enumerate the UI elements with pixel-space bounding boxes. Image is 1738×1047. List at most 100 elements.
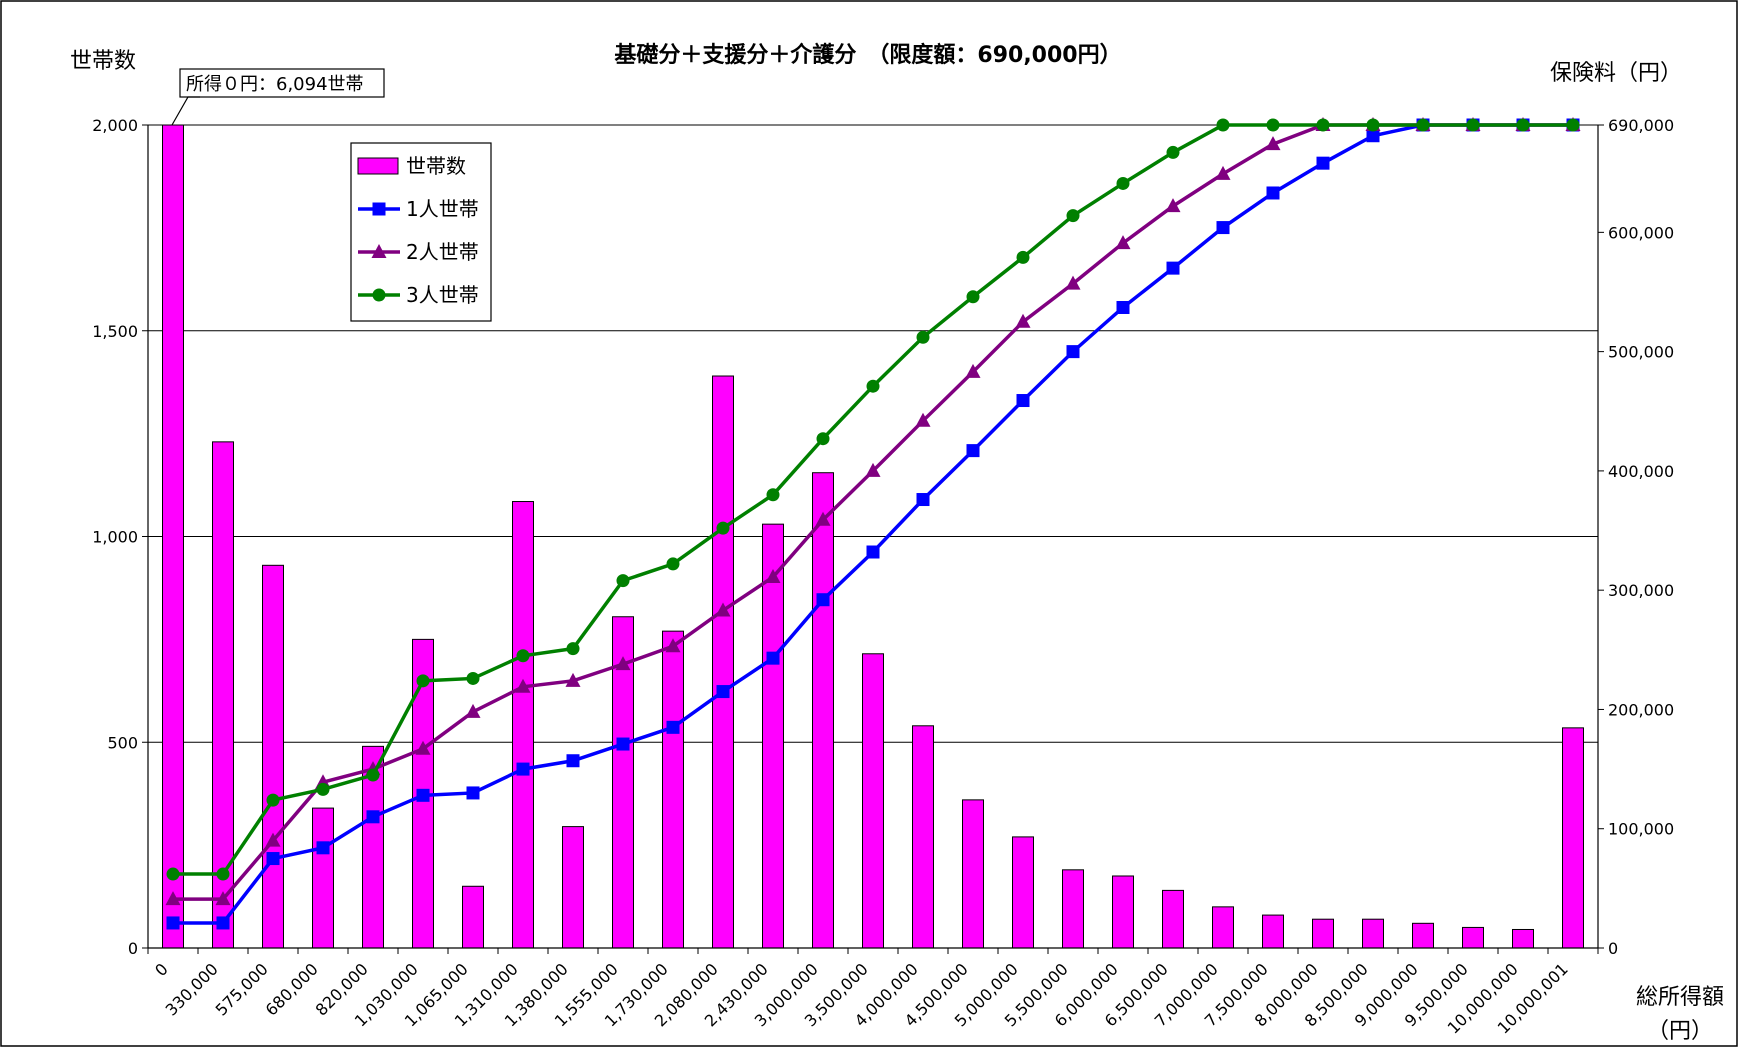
y-right-tick-label: 0 <box>1608 939 1618 958</box>
line-point <box>265 832 281 847</box>
line-point <box>1016 250 1030 264</box>
line-point <box>416 788 430 802</box>
y-right-tick-label: 200,000 <box>1608 700 1674 719</box>
y-right-tick-label: 300,000 <box>1608 581 1674 600</box>
line-point <box>371 244 387 258</box>
bar <box>812 472 834 949</box>
annotation-text: 所得０円：6,094世帯 <box>186 74 364 95</box>
line-point <box>815 511 831 526</box>
bar <box>1162 889 1184 949</box>
line-point <box>1316 118 1330 132</box>
zero-income-annotation: 所得０円：6,094世帯 <box>171 68 385 126</box>
line-point <box>1416 118 1430 132</box>
y-left-tick-label: 0 <box>128 939 138 958</box>
line-point <box>316 782 330 796</box>
bar <box>912 725 934 949</box>
line-point <box>372 202 386 216</box>
x-axis-unit-label: （円） <box>1647 1019 1713 1044</box>
y-left-tick-label: 500 <box>107 733 138 752</box>
bar <box>1062 869 1084 949</box>
line-point <box>916 493 930 507</box>
bar <box>162 124 184 949</box>
y-left-axis-label: 世帯数 <box>70 49 136 74</box>
line-point <box>1165 198 1181 213</box>
line-point <box>266 793 280 807</box>
line-point <box>1265 136 1281 151</box>
line-point <box>1216 118 1230 132</box>
line-point <box>1166 145 1180 159</box>
line-point <box>966 444 980 458</box>
line-point <box>816 432 830 446</box>
line-point <box>1215 165 1231 180</box>
line-point <box>766 488 780 502</box>
legend-item: 3人世帯 <box>358 283 479 307</box>
line-point <box>866 545 880 559</box>
line-point <box>616 737 630 751</box>
line-point <box>1116 176 1130 190</box>
line-point <box>1216 221 1230 235</box>
line-point <box>216 916 230 930</box>
line-point <box>716 685 730 699</box>
line-point <box>615 656 631 671</box>
line-point <box>666 720 680 734</box>
line-point <box>1015 313 1031 328</box>
line-point <box>516 762 530 776</box>
chart-title: 基礎分＋支援分＋介護分 （限度額：690,000円） <box>614 42 1121 68</box>
legend-item: 1人世帯 <box>358 197 479 221</box>
line-point <box>1016 394 1030 408</box>
line-point <box>316 841 330 855</box>
bar <box>312 807 334 949</box>
line-point <box>1166 261 1180 275</box>
line-series <box>165 117 1581 930</box>
bar <box>662 630 684 949</box>
line-point <box>566 754 580 768</box>
line-series-circle <box>166 118 1580 881</box>
line-point <box>166 867 180 881</box>
line-point <box>566 642 580 656</box>
line-point <box>416 674 430 688</box>
x-axis-label: 総所得額 <box>1636 985 1724 1010</box>
y-left-tick-label: 1,000 <box>92 528 138 547</box>
bar <box>712 375 734 949</box>
y-left-tick-label: 2,000 <box>92 116 138 135</box>
bar <box>1562 727 1584 949</box>
bar <box>1312 918 1334 949</box>
bar-series <box>162 124 1584 949</box>
annotation-box <box>179 68 385 98</box>
line-point <box>465 703 481 718</box>
y-right-axis-label: 保険料（円） <box>1550 61 1682 86</box>
bar <box>862 653 884 949</box>
annotation-leader <box>171 96 200 126</box>
line-point <box>1066 209 1080 223</box>
line-point <box>366 768 380 782</box>
line-point <box>816 593 830 607</box>
line-point <box>1366 118 1380 132</box>
line-point <box>1266 186 1280 200</box>
line-point <box>466 786 480 800</box>
bar <box>762 523 784 949</box>
bar <box>462 885 484 949</box>
line-point <box>716 521 730 535</box>
legend-label: 1人世帯 <box>406 197 479 221</box>
line-point <box>1466 118 1480 132</box>
line-point <box>1065 275 1081 290</box>
bar <box>1512 928 1534 949</box>
line-point <box>1115 235 1131 250</box>
bar <box>1112 875 1134 949</box>
legend-item: 2人世帯 <box>358 240 479 264</box>
line-point <box>565 672 581 687</box>
line-point <box>266 852 280 866</box>
line-point <box>165 891 181 906</box>
line-point <box>616 574 630 588</box>
line-point <box>415 740 431 755</box>
line-point <box>215 891 231 906</box>
line-point <box>372 288 386 302</box>
line-point <box>366 810 380 824</box>
y-left-tick-label: 1,500 <box>92 322 138 341</box>
line-point <box>166 916 180 930</box>
y-right-tick-label: 500,000 <box>1608 343 1674 362</box>
bar <box>962 799 984 949</box>
y-right-tick-label: 400,000 <box>1608 462 1674 481</box>
line-point <box>866 379 880 393</box>
